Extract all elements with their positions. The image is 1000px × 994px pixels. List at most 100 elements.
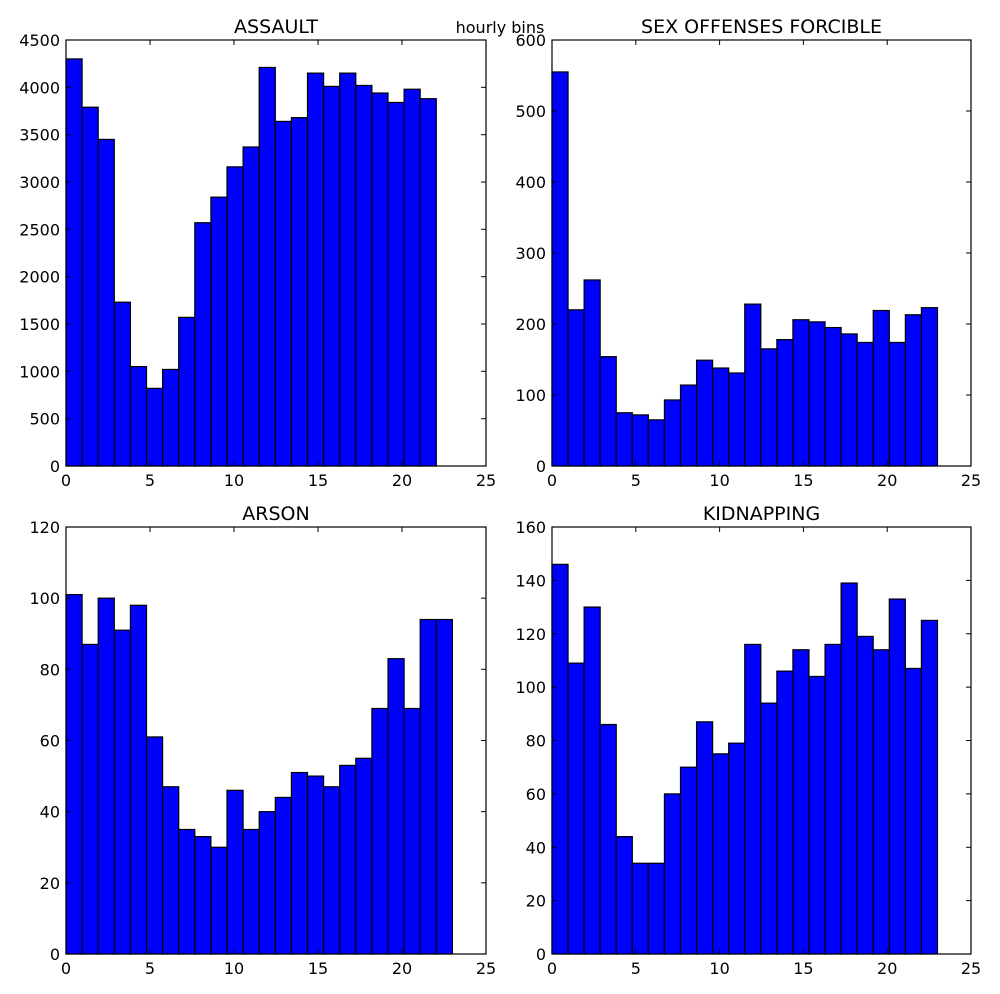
y-tick-label: 0 (536, 457, 546, 476)
histogram-bar (792, 319, 810, 467)
histogram-bar (663, 793, 682, 955)
histogram-bar (339, 72, 357, 467)
x-tick-label: 5 (631, 959, 641, 978)
histogram-bar (856, 635, 874, 955)
histogram-bar (65, 58, 83, 467)
x-tick-label: 10 (709, 471, 729, 490)
histogram-bar (210, 846, 228, 955)
histogram-bar (306, 72, 325, 467)
y-tick-label: 200 (515, 315, 546, 334)
x-tick-label: 10 (709, 959, 729, 978)
axes-frame (65, 39, 487, 467)
histogram-bar (631, 862, 649, 955)
histogram-bar (663, 399, 682, 467)
histogram-bar (567, 309, 585, 467)
histogram-bar (387, 658, 405, 955)
y-tick-label: 0 (50, 457, 60, 476)
y-tick-label: 0 (50, 945, 60, 964)
histogram-bar (97, 597, 115, 955)
histogram-bar (776, 339, 794, 467)
histogram-bar (712, 753, 730, 955)
histogram-bar (872, 309, 890, 467)
histogram-bar (419, 98, 437, 467)
histogram-bar (274, 120, 292, 467)
histogram-bar (872, 649, 890, 955)
y-tick-label: 20 (526, 892, 546, 911)
panel-title: SEX OFFENSES FORCIBLE (641, 16, 882, 38)
histogram-bar (808, 675, 826, 955)
y-tick-label: 80 (40, 660, 60, 679)
x-tick-label: 20 (877, 959, 897, 978)
sex-offenses-forcible-histogram: 0 5 10 15 20 25 0 100 200 300 400 500 600 SEX OFFENSE… (515, 16, 981, 490)
x-tick-label: 15 (793, 959, 813, 978)
histogram-bar (920, 619, 939, 955)
panel-title: ARSON (242, 503, 309, 525)
histogram-bar (242, 828, 260, 955)
histogram-bar (435, 618, 453, 955)
histogram-bar (744, 643, 762, 955)
histogram-bar (760, 348, 778, 467)
histogram-bar (178, 828, 196, 955)
histogram-bar (647, 419, 666, 467)
y-tick-label: 300 (515, 244, 546, 263)
y-tick-label: 120 (515, 625, 546, 644)
y-tick-label: 80 (526, 732, 546, 751)
histogram-bar (290, 117, 309, 467)
y-tick-label: 4500 (19, 31, 60, 50)
histogram-bar (792, 649, 810, 955)
x-tick-label: 10 (224, 959, 244, 978)
x-tick-label: 20 (392, 959, 412, 978)
histogram-bar (888, 598, 906, 955)
histogram-bar (599, 723, 617, 955)
x-tick-label: 20 (877, 471, 897, 490)
histogram-bar (840, 333, 858, 467)
y-tick-label: 40 (40, 803, 60, 822)
y-tick-label: 140 (515, 571, 546, 590)
x-tick-label: 0 (547, 471, 557, 490)
histogram-bar (371, 92, 389, 467)
panel-title: KIDNAPPING (703, 503, 820, 525)
assault-histogram: 0 5 10 15 20 25 0 500 1000 1500 2000 2500 3000 3500 40… (19, 16, 496, 490)
y-tick-label: 500 (515, 102, 546, 121)
histogram-bar (776, 670, 794, 955)
histogram-bar (403, 707, 421, 955)
x-tick-label: 5 (631, 471, 641, 490)
histogram-bar (162, 368, 180, 467)
y-tick-label: 0 (536, 945, 546, 964)
x-tick-label: 0 (61, 959, 71, 978)
histogram-bar (615, 412, 633, 467)
histogram-bar (323, 786, 341, 955)
histogram-bar (712, 367, 730, 467)
x-tick-label: 5 (145, 471, 155, 490)
y-tick-label: 60 (526, 785, 546, 804)
histogram-bar (840, 582, 858, 955)
histogram-bar (339, 764, 357, 955)
y-tick-label: 600 (515, 31, 546, 50)
histogram-bar (695, 721, 714, 955)
histogram-bar (306, 775, 325, 955)
histogram-bar (129, 366, 148, 467)
x-tick-label: 10 (224, 471, 244, 490)
histogram-bar (744, 303, 762, 467)
histogram-bar (583, 606, 601, 955)
figure-suptitle: hourly bins (455, 18, 545, 37)
histogram-bar (904, 314, 923, 467)
histogram-bar (647, 862, 666, 955)
histogram-bar (226, 166, 244, 467)
histogram-bar (583, 279, 601, 467)
histogram-bar (258, 66, 276, 467)
y-tick-label: 40 (526, 838, 546, 857)
histogram-bar (81, 106, 99, 467)
histogram-bar (162, 786, 180, 955)
histogram-bar (97, 138, 115, 467)
histogram-bar (145, 387, 164, 467)
y-tick-label: 2500 (19, 220, 60, 239)
histogram-bar (81, 643, 99, 955)
y-tick-label: 1000 (19, 362, 60, 381)
x-tick-label: 25 (961, 471, 981, 490)
histogram-bar (551, 71, 569, 467)
arson-histogram: 0 5 10 15 20 25 0 20 40 60 80 100 120 ARSON (29, 503, 496, 978)
histogram-bar (258, 811, 276, 955)
histogram-bar (323, 85, 341, 467)
histogram-bar (567, 662, 585, 955)
